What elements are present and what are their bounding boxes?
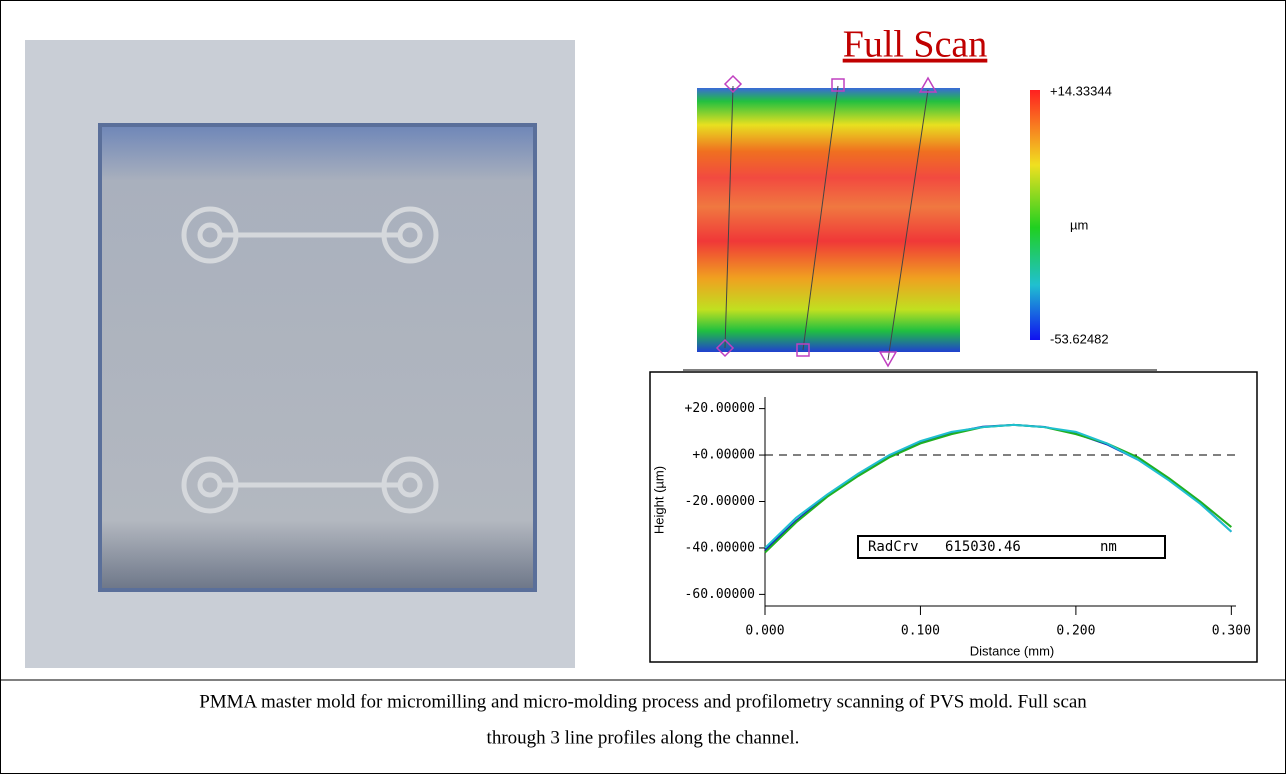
mold-photo: [25, 40, 575, 668]
annotation-label: RadCrv: [868, 539, 919, 555]
annotation-value: 615030.46: [945, 539, 1021, 555]
x-tick-label: 0.000: [745, 624, 784, 639]
x-tick-label: 0.200: [1056, 624, 1095, 639]
y-tick-label: -40.00000: [685, 540, 755, 555]
caption-line: through 3 line profiles along the channe…: [487, 727, 800, 748]
y-axis-label: Height (µm): [651, 466, 666, 534]
profile-line: [764, 423, 1233, 549]
annotation-unit: nm: [1100, 539, 1117, 555]
colorbar-min: -53.62482: [1050, 331, 1109, 346]
y-tick-label: +20.00000: [685, 401, 755, 416]
x-tick-label: 0.100: [901, 624, 940, 639]
y-tick-label: -20.00000: [685, 494, 755, 509]
y-tick-label: -60.00000: [685, 587, 755, 602]
caption-line: PMMA master mold for micromilling and mi…: [199, 691, 1087, 712]
profile-frame: [649, 371, 1258, 663]
x-axis-label: Distance (mm): [970, 643, 1055, 658]
y-tick-label: +0.00000: [692, 448, 755, 463]
annotation-box: [857, 535, 1166, 559]
colorbar-max: +14.33344: [1050, 83, 1112, 98]
colorbar-unit: µm: [1070, 217, 1088, 232]
heatmap: [683, 74, 1157, 371]
scan-title: Full Scan: [843, 24, 988, 66]
colorbar: [1030, 90, 1040, 340]
profile-plot: +20.00000 +0.00000 -20.00000 -40.00000 -60.0…: [685, 397, 1251, 639]
x-tick-label: 0.300: [1212, 624, 1251, 639]
